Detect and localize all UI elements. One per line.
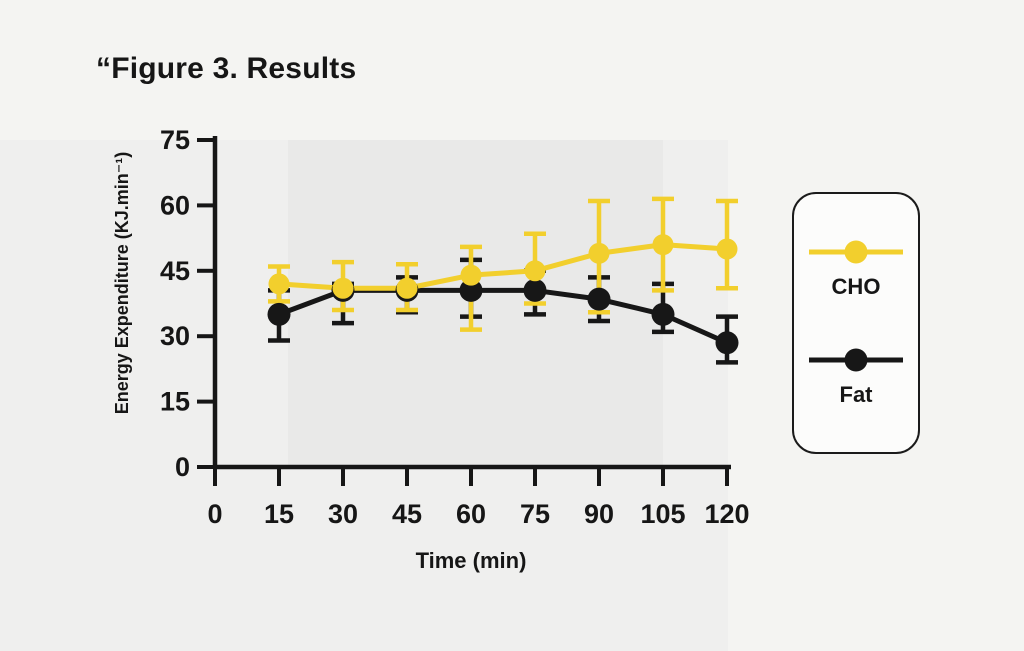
fat-point: [267, 302, 291, 326]
x-tick-label: 60: [456, 499, 486, 529]
cho-point: [716, 238, 738, 260]
cho-point: [332, 277, 354, 299]
x-tick-label: 90: [584, 499, 614, 529]
x-tick-label: 120: [704, 499, 749, 529]
legend-label-fat: Fat: [839, 382, 873, 407]
x-tick-label: 75: [520, 499, 550, 529]
x-tick-label: 45: [392, 499, 422, 529]
y-tick-label: 75: [160, 125, 190, 155]
x-axis-label: Time (min): [415, 548, 527, 573]
cho-legend-marker: [809, 240, 903, 264]
cho-point: [268, 273, 290, 295]
fat-legend-marker: [809, 348, 903, 372]
cho-point: [524, 260, 546, 282]
fat-point: [651, 302, 675, 326]
x-tick-label: 0: [207, 499, 222, 529]
cho-point: [652, 234, 674, 256]
x-tick-label: 15: [264, 499, 294, 529]
cho-point: [396, 277, 418, 299]
x-tick-label: 30: [328, 499, 358, 529]
y-tick-label: 30: [160, 321, 190, 351]
fat-point: [523, 278, 547, 302]
cho-point: [588, 242, 610, 264]
fat-point: [715, 331, 739, 355]
legend-entry-cho: CHO: [806, 236, 906, 300]
legend-label-cho: CHO: [831, 274, 881, 299]
y-tick-label: 0: [175, 452, 190, 482]
y-tick-label: 45: [160, 256, 190, 286]
y-tick-label: 15: [160, 387, 190, 417]
x-tick-label: 105: [640, 499, 685, 529]
legend-entry-fat: Fat: [806, 344, 906, 408]
fat-point: [459, 278, 483, 302]
cho-point: [460, 264, 482, 286]
fat-point: [587, 287, 611, 311]
figure-title: “Figure 3. Results: [96, 52, 357, 85]
legend-box: CHO Fat: [792, 192, 920, 454]
y-tick-label: 60: [160, 190, 190, 220]
